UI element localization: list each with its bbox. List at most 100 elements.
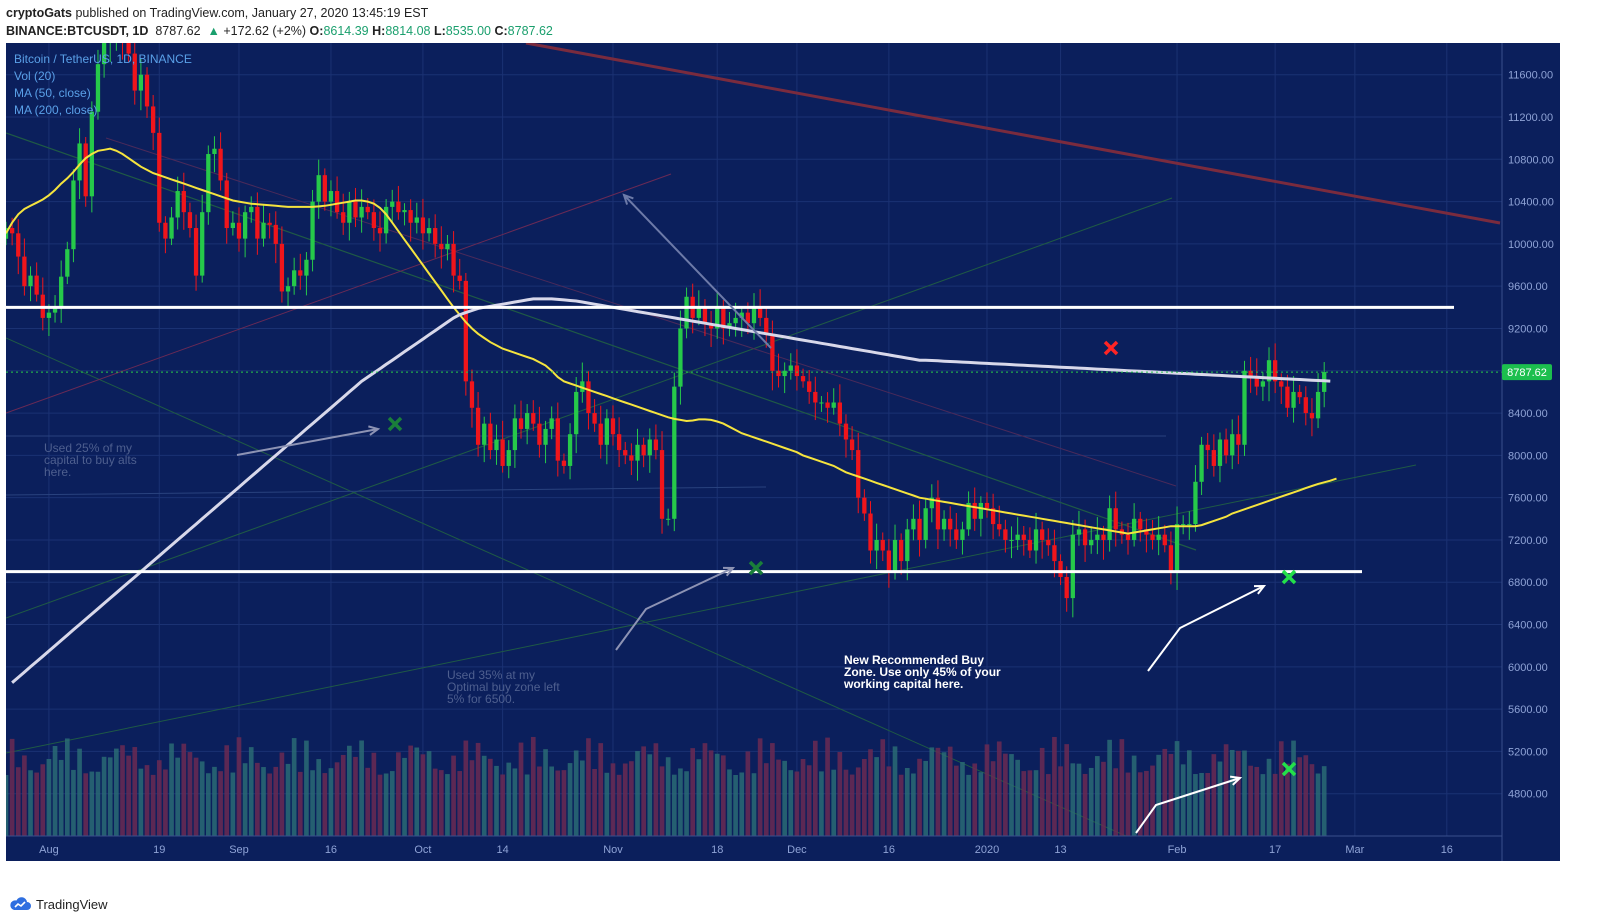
candle-body <box>1003 529 1008 540</box>
volume-bar <box>653 743 659 836</box>
volume-bar <box>426 751 432 836</box>
volume-bar <box>972 763 978 836</box>
volume-bar <box>1101 761 1106 836</box>
candle-body <box>298 270 303 276</box>
candle-body <box>641 444 646 456</box>
volume-bar <box>156 760 162 836</box>
y-tick-label: 11200.00 <box>1508 112 1553 124</box>
volume-bar <box>1058 766 1063 836</box>
volume-bar <box>1064 744 1070 836</box>
candle-body <box>126 43 131 54</box>
candle-body <box>1291 391 1296 408</box>
candle-body <box>181 191 186 213</box>
y-tick-label: 11600.00 <box>1508 70 1553 82</box>
volume-bar <box>236 737 242 836</box>
candle-body <box>899 539 904 562</box>
candle-body <box>543 428 548 445</box>
candle-body <box>457 275 462 281</box>
high-value: 8814.08 <box>385 24 431 38</box>
y-axis-panel <box>1502 43 1560 861</box>
volume-bar <box>193 757 199 836</box>
candle-body <box>653 439 659 451</box>
volume-bar <box>757 738 763 836</box>
candle-body <box>1303 397 1308 414</box>
volume-bar <box>671 774 677 836</box>
candle-body <box>776 370 781 377</box>
volume-bar <box>1309 764 1315 836</box>
tradingview-logo[interactable]: TradingView <box>8 896 108 912</box>
candle-body <box>494 439 499 451</box>
candle-body <box>960 529 965 540</box>
candle-body <box>445 243 450 250</box>
candle-body <box>745 312 751 324</box>
candle-body <box>684 296 689 329</box>
volume-bar <box>1248 765 1253 836</box>
candle-body <box>1040 529 1045 540</box>
volume-bar <box>990 761 996 836</box>
candle-body <box>316 175 321 202</box>
volume-bars <box>6 736 1327 836</box>
candle-body <box>604 418 609 445</box>
volume-bar <box>347 745 352 836</box>
volume-bar <box>831 769 837 836</box>
y-tick-label: 6800.00 <box>1508 577 1548 589</box>
volume-bar <box>1285 763 1290 836</box>
candle-body <box>28 275 33 287</box>
candle-body <box>874 539 879 551</box>
volume-bar <box>770 743 775 836</box>
candle-body <box>1254 376 1259 387</box>
annotations <box>236 193 1297 834</box>
volume-bar <box>310 770 315 836</box>
candle-body <box>451 243 456 276</box>
candle-body <box>708 323 714 329</box>
volume-bar <box>22 755 27 836</box>
volume-bar <box>365 767 371 836</box>
candle-body <box>990 508 996 525</box>
volume-bar <box>641 746 646 836</box>
header-line-1: cryptoGats published on TradingView.com,… <box>6 4 553 22</box>
candle-body <box>1009 539 1014 541</box>
volume-bar <box>475 742 481 836</box>
author-name[interactable]: cryptoGats <box>6 6 72 20</box>
candle-body <box>1027 539 1033 551</box>
volume-bar <box>322 773 328 836</box>
buy-marker-icon <box>387 416 403 432</box>
volume-bar <box>304 740 309 836</box>
published-text: published on TradingView.com, January 27… <box>75 6 429 20</box>
candle-body <box>782 370 787 377</box>
candle-body <box>414 217 419 223</box>
volume-bar <box>941 752 947 836</box>
candle-body <box>469 381 475 408</box>
volume-bar <box>187 752 193 836</box>
x-tick-label: 19 <box>153 844 165 856</box>
candle-body <box>488 423 493 451</box>
candle-body <box>868 513 873 551</box>
price-chart[interactable]: 4800.00 5200.00 5600.00 6000.00 6400.00 6800.… <box>6 43 1560 861</box>
x-tick-label: Mar <box>1345 844 1364 856</box>
candle-body <box>52 307 58 313</box>
candle-body <box>77 143 82 181</box>
candle-body <box>702 307 708 324</box>
buy-zone-cross-icon <box>1281 569 1297 585</box>
volume-bar <box>150 774 156 836</box>
note3-line2: Zone. Use only 45% of your <box>844 665 1001 679</box>
candle-body <box>359 206 364 218</box>
volume-bar <box>261 767 266 836</box>
volume-bar <box>408 745 413 836</box>
volume-bar <box>267 773 272 836</box>
candle-body <box>1131 518 1137 540</box>
y-tick-label: 10000.00 <box>1508 239 1554 251</box>
candle-body <box>580 381 585 392</box>
trendlines <box>6 43 1501 837</box>
candle-body <box>9 228 15 234</box>
candle-body <box>1095 534 1100 540</box>
candle-body <box>997 524 1002 530</box>
volume-bar <box>935 747 941 836</box>
candle-body <box>390 201 395 207</box>
buy-zone-cross-icon <box>1281 761 1297 777</box>
volume-bar <box>708 750 714 836</box>
annotation-note-3: New Recommended Buy Zone. Use only 45% o… <box>843 653 1001 691</box>
sell-cross-icon <box>1103 340 1119 356</box>
volume-bar <box>1229 749 1235 836</box>
x-tick-label: 16 <box>325 844 337 856</box>
